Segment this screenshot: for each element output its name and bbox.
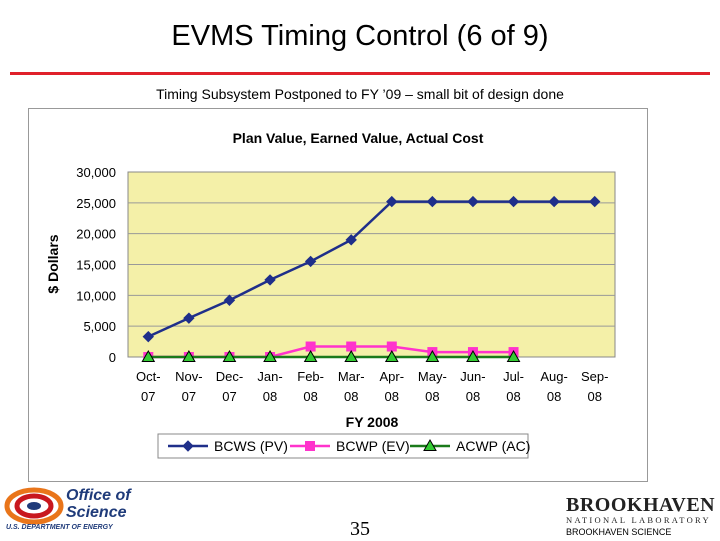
x-tick-label: Mar- [338,369,365,384]
x-axis-label: FY 2008 [346,414,399,430]
x-tick-label-year: 07 [141,389,155,404]
y-tick-label: 20,000 [76,227,116,242]
office-line-2: Science [66,504,127,521]
slide-title: EVMS Timing Control (6 of 9) [171,20,549,52]
data-point [344,349,359,362]
x-tick-label: Oct- [136,369,161,384]
x-tick-label: Sep- [581,369,608,384]
x-tick-label: Aug- [540,369,567,384]
data-point [183,312,195,324]
x-tick-label-year: 08 [263,389,277,404]
data-point [425,349,440,362]
x-tick-label-year: 08 [425,389,439,404]
slide-subtitle: Timing Subsystem Postponed to FY ’09 – s… [156,86,564,102]
office-line-1: Office of [66,487,131,504]
data-point [384,349,399,362]
y-tick-label: 10,000 [76,288,116,303]
evms-chart: Plan Value, Earned Value, Actual Cost 0 5… [28,108,648,482]
data-point [182,349,196,362]
office-of-science-text: Office of Science [66,487,131,521]
brookhaven-logo-sub: NATIONAL LABORATORY [566,515,711,525]
legend-label: ACWP (AC) [456,438,530,454]
data-point [141,349,156,362]
x-tick-label-year: 07 [182,389,196,404]
data-point [467,195,479,208]
y-tick-label: 5,000 [83,319,116,334]
x-tick-label-year: 08 [344,389,358,404]
data-point [345,234,357,246]
data-point [426,195,439,208]
chart-title: Plan Value, Earned Value, Actual Cost [233,130,484,146]
page-number: 35 [350,518,370,540]
data-point [222,349,237,362]
data-point [506,349,521,362]
x-tick-label: Jul- [503,369,524,384]
x-tick-label: Nov- [175,369,202,384]
data-point [589,195,601,208]
data-point [264,274,276,286]
data-point [466,349,480,362]
doe-text: U.S. DEPARTMENT OF ENERGY [6,524,113,531]
data-point [386,195,398,208]
x-tick-label: Apr- [380,369,405,384]
x-tick-label: May- [418,369,447,384]
legend-marker [305,441,315,451]
y-tick-label: 30,000 [76,165,116,180]
y-tick-label: 25,000 [76,196,116,211]
data-point [386,341,397,352]
y-tick-label: 0 [109,350,116,365]
data-point [303,349,318,362]
data-point [305,341,316,352]
x-tick-label-year: 07 [222,389,236,404]
data-point [346,341,357,352]
legend-marker [423,438,437,451]
x-tick-label-year: 08 [466,389,480,404]
data-point [548,195,560,208]
y-axis-label: $ Dollars [45,234,61,293]
office-of-science-swirl-icon [4,487,64,525]
x-tick-label: Dec- [216,369,243,384]
data-point [263,349,277,362]
x-tick-label-year: 08 [506,389,520,404]
brookhaven-logo-name: BROOKHAVEN [566,494,716,516]
x-tick-label-year: 08 [385,389,399,404]
legend-marker [182,440,194,452]
y-tick-label: 15,000 [76,258,116,273]
office-of-science-logo [4,486,154,536]
x-tick-label-year: 08 [303,389,317,404]
x-tick-label: Jan- [257,369,282,384]
x-tick-label: Feb- [297,369,324,384]
legend-box [157,433,529,459]
brookhaven-science-text: BROOKHAVEN SCIENCE [566,527,672,537]
x-tick-label-year: 08 [587,389,601,404]
data-point [142,330,154,343]
data-point [507,195,520,208]
series-line [147,200,595,338]
data-point [304,255,317,268]
data-point [223,294,236,306]
legend-label: BCWP (EV) [336,438,410,454]
x-tick-label-year: 08 [547,389,561,404]
legend-label: BCWS (PV) [214,438,288,454]
x-tick-label: Jun- [460,369,485,384]
title-divider [10,72,710,75]
